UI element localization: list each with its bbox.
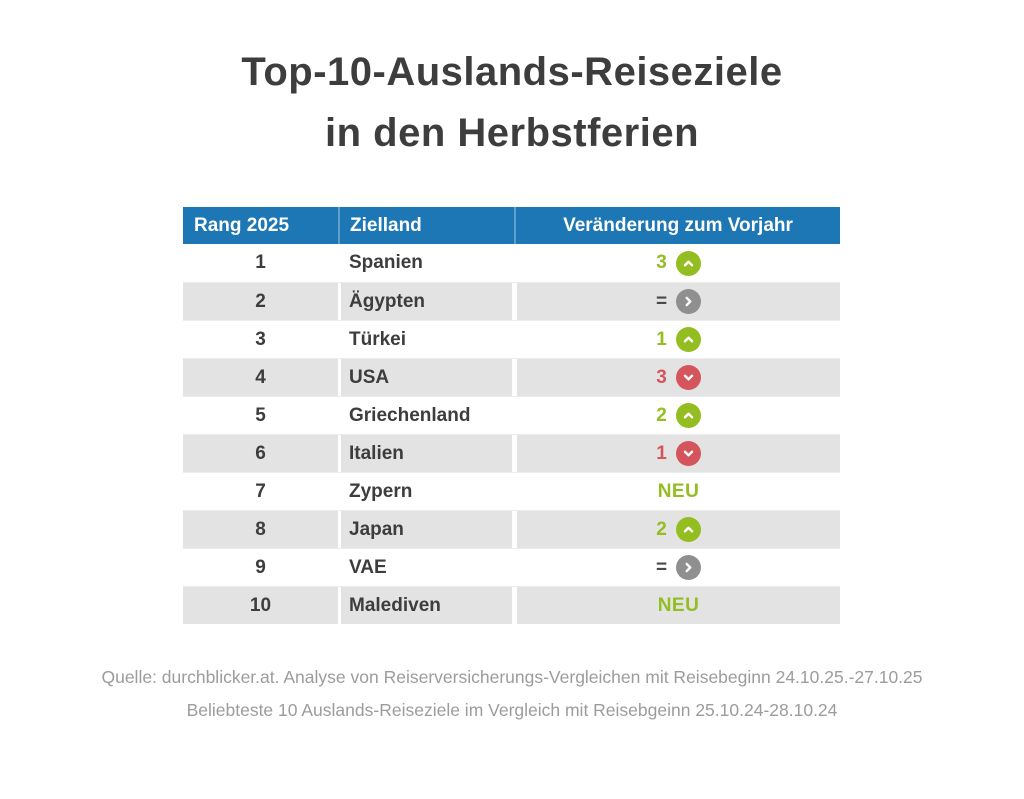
table-body: 1 Spanien 3 2 Ägypten = 3 Türkei 1 — [183, 244, 840, 624]
rank-cell: 5 — [255, 404, 266, 426]
chevron-up-circle-icon — [675, 327, 701, 352]
table-header-row: Rang 2025 Zielland Veränderung zum Vorja… — [183, 207, 840, 244]
rank-cell: 1 — [255, 252, 266, 273]
country-cell: Italien — [341, 435, 512, 472]
source-note-line1: Quelle: durchblicker.at. Analyse von Rei… — [101, 667, 923, 687]
country-cell: Spanien — [349, 252, 423, 273]
table-row: 1 Spanien 3 — [183, 244, 840, 282]
country-cell: Griechenland — [349, 404, 471, 426]
change-cell: 1 — [517, 435, 840, 472]
rank-cell: 6 — [183, 435, 338, 472]
change-cell: 1 — [517, 321, 840, 358]
table-row: 6 Italien 1 — [183, 434, 840, 472]
rank-cell: 7 — [255, 480, 266, 502]
chevron-up-circle-icon — [675, 517, 701, 542]
rank-cell: 3 — [255, 328, 266, 350]
chevron-down-circle-icon — [675, 365, 701, 390]
country-cell: Zypern — [349, 480, 413, 502]
table-row: 10 Malediven NEU — [183, 586, 840, 624]
country-cell: USA — [341, 359, 512, 396]
header-rank: Rang 2025 — [194, 214, 290, 236]
change-value: 2 — [656, 518, 667, 540]
chevron-down-circle-icon — [675, 441, 701, 466]
header-country: Zielland — [338, 207, 514, 244]
source-note: Quelle: durchblicker.at. Analyse von Rei… — [0, 661, 1024, 727]
chevron-up-circle-icon — [675, 250, 701, 276]
page-title-line1: Top-10-Auslands-Reiseziele — [241, 50, 783, 94]
rank-cell: 2 — [183, 283, 338, 320]
change-cell: 3 — [517, 244, 840, 282]
change-value: NEU — [657, 480, 700, 502]
rank-cell: 9 — [255, 556, 266, 578]
change-value: 1 — [656, 328, 667, 350]
table-row: 4 USA 3 — [183, 358, 840, 396]
rank-cell: 10 — [183, 587, 338, 624]
table-row: 2 Ägypten = — [183, 282, 840, 320]
change-value: 3 — [656, 366, 667, 388]
country-cell: Malediven — [341, 587, 512, 624]
change-value: 3 — [656, 252, 667, 273]
rank-cell: 4 — [183, 359, 338, 396]
chevron-right-circle-icon — [676, 555, 702, 580]
chevron-right-circle-icon — [676, 289, 702, 314]
table-row: 5 Griechenland 2 — [183, 396, 840, 434]
change-cell: = — [517, 549, 840, 586]
change-cell: NEU — [517, 473, 840, 510]
change-value: = — [655, 556, 668, 578]
country-cell: VAE — [349, 556, 387, 578]
change-cell: NEU — [517, 587, 840, 624]
country-cell: Türkei — [349, 328, 407, 350]
page-title-line2: in den Herbstferien — [324, 111, 699, 155]
change-cell: 2 — [517, 511, 840, 548]
chevron-up-circle-icon — [675, 403, 701, 428]
table-row: 9 VAE = — [183, 548, 840, 586]
change-value: = — [655, 290, 668, 312]
table-row: 3 Türkei 1 — [183, 320, 840, 358]
table-row: 7 Zypern NEU — [183, 472, 840, 510]
ranking-table: Rang 2025 Zielland Veränderung zum Vorja… — [183, 207, 840, 624]
change-value: 1 — [656, 442, 667, 464]
change-cell: 3 — [517, 359, 840, 396]
table-row: 8 Japan 2 — [183, 510, 840, 548]
header-change: Veränderung zum Vorjahr — [514, 207, 840, 244]
rank-cell: 8 — [183, 511, 338, 548]
change-cell: = — [517, 283, 840, 320]
country-cell: Japan — [341, 511, 512, 548]
change-value: NEU — [657, 594, 700, 616]
page-title: Top-10-Auslands-Reiseziele in den Herbst… — [0, 42, 1024, 164]
change-cell: 2 — [517, 397, 840, 434]
change-value: 2 — [656, 404, 667, 426]
country-cell: Ägypten — [341, 283, 512, 320]
source-note-line2: Beliebteste 10 Auslands-Reiseziele im Ve… — [186, 700, 838, 720]
